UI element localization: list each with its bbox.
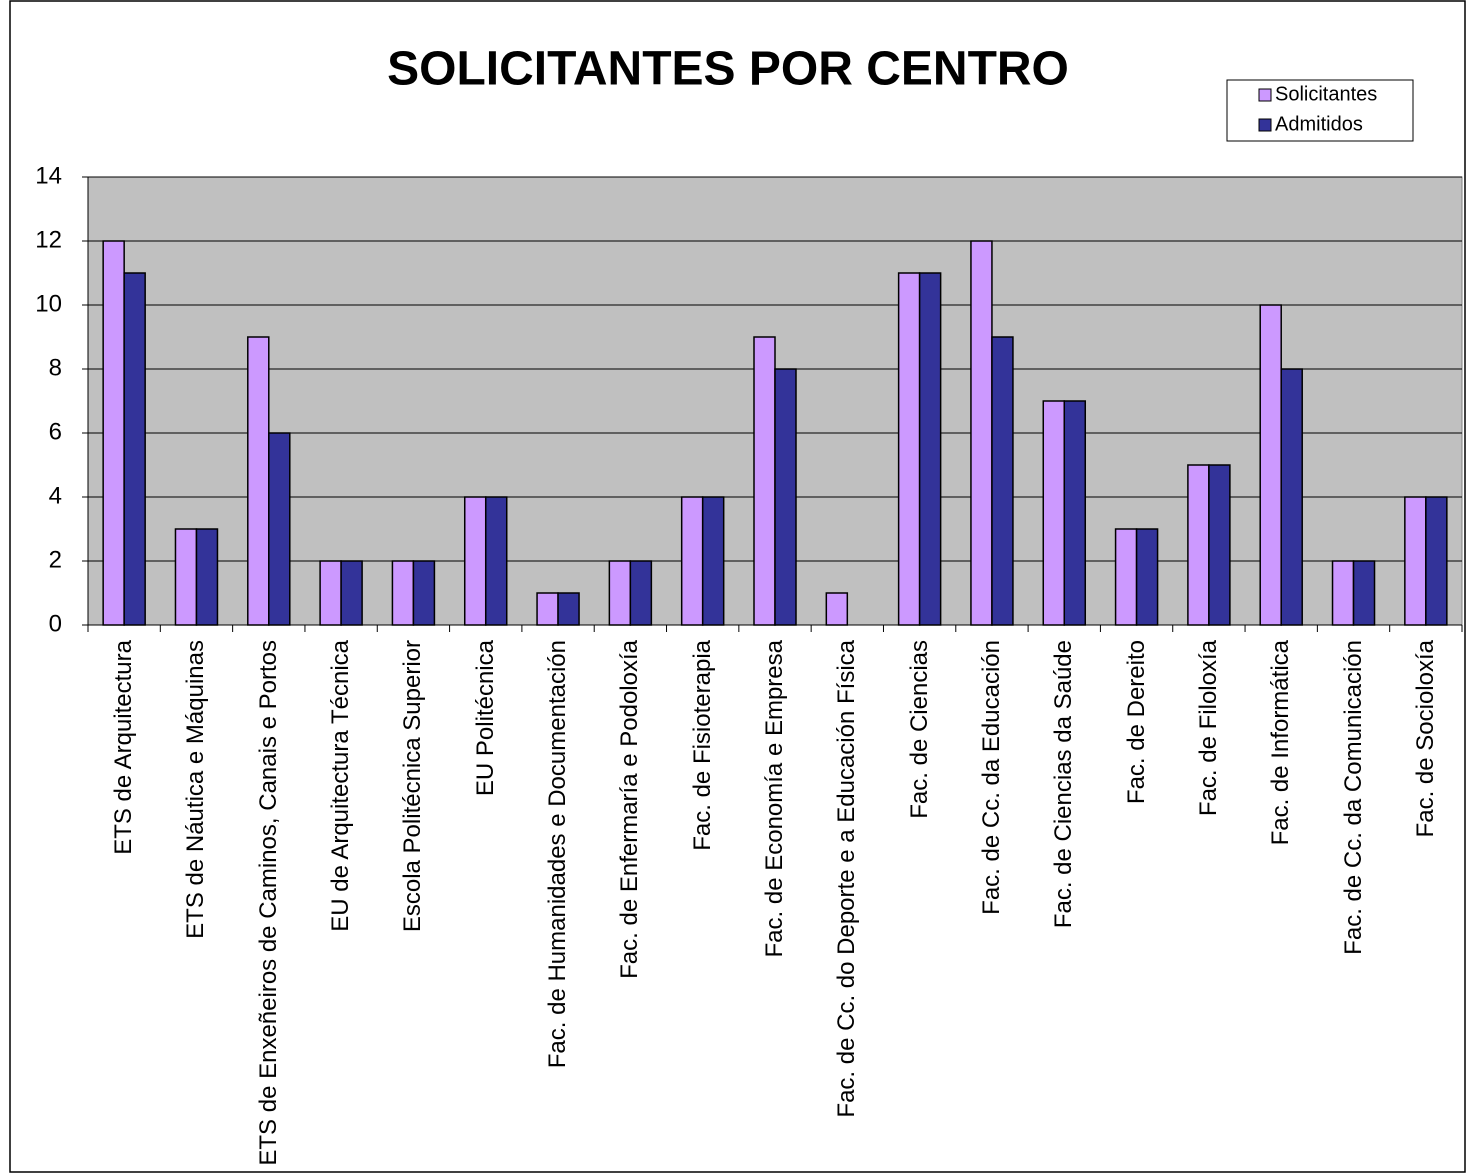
x-tick-label: Fac. de Ciencias: [905, 640, 933, 819]
bar: [536, 592, 559, 626]
bar: [1259, 304, 1282, 626]
y-tick-label: 8: [49, 354, 62, 381]
x-tick-label: Fac. de Cc. da Comunicación: [1339, 640, 1367, 955]
x-tick-label: Escola Politécnica Superior: [399, 640, 427, 933]
bar: [774, 368, 797, 626]
bar: [1063, 400, 1087, 626]
bar: [701, 496, 725, 626]
x-tick-label: Fac. de Enfermaría e Podoloxía: [616, 640, 644, 979]
x-tick-label: Fac. de Filoloxía: [1194, 640, 1222, 817]
x-tick-label: Fac. de Informática: [1267, 640, 1295, 846]
bar: [1114, 528, 1138, 626]
bar: [391, 560, 415, 626]
bar: [1404, 496, 1427, 626]
bar: [680, 496, 704, 626]
x-tick-label: Fac. de Ciencias da Saúde: [1050, 640, 1078, 929]
bar: [825, 592, 849, 626]
bar: [897, 272, 921, 626]
bar: [102, 240, 125, 626]
bar: [557, 592, 580, 626]
x-tick-label: Fac. de Economía e Empresa: [761, 640, 788, 958]
bar: [1352, 560, 1376, 626]
bar: [753, 336, 776, 626]
bar: [1135, 528, 1159, 626]
x-tick-label: EU de Arquitectura Técnica: [327, 640, 355, 932]
legend-label: Admitidos: [1275, 113, 1363, 135]
bar: [412, 560, 436, 626]
x-tick-label: Fac. de Cc. do Deporte e a Educación Fís…: [833, 640, 861, 1118]
chart-title: SOLICITANTES POR CENTRO: [387, 43, 1069, 96]
x-tick-label: EU Politécnica: [471, 640, 499, 797]
bar: [174, 528, 198, 626]
y-tick-label: 6: [49, 418, 62, 445]
y-tick-label: 14: [35, 162, 62, 189]
x-tick-label: ETS de Náutica e Máquinas: [182, 640, 210, 939]
bar: [608, 560, 632, 626]
bar: [463, 496, 487, 626]
bar: [268, 432, 291, 626]
bar: [1331, 560, 1355, 626]
bar: [1187, 464, 1210, 626]
bar: [195, 528, 219, 626]
bar: [629, 560, 653, 626]
legend-box: [1226, 79, 1414, 142]
y-tick-label: 10: [35, 290, 62, 317]
y-tick-label: 0: [49, 610, 62, 637]
bar: [970, 240, 993, 626]
bar: [1280, 368, 1303, 626]
y-tick-label: 4: [49, 482, 62, 509]
y-tick-label: 2: [49, 546, 62, 573]
x-tick-label: ETS de Enxeñeiros de Caminos, Canais e P…: [254, 640, 282, 1166]
bar: [918, 272, 942, 626]
bar: [1208, 464, 1231, 626]
x-tick-label: Fac. de Humanidades e Documentación: [544, 640, 572, 1069]
bar: [247, 336, 270, 626]
x-tick-label: Fac. de Dereito: [1122, 640, 1150, 805]
bar: [123, 272, 146, 626]
bar: [1425, 496, 1448, 626]
x-tick-label: ETS de Arquitectura: [110, 640, 138, 855]
x-tick-label: Fac. de Cc. da Educación: [977, 640, 1005, 915]
x-tick-label: Fac. de Fisioterapia: [688, 640, 716, 851]
bar: [319, 560, 342, 626]
legend-swatch: [1258, 88, 1272, 102]
x-tick-label: Fac. de Socioloxía: [1411, 640, 1439, 838]
bar: [340, 560, 363, 626]
legend-label: Solicitantes: [1275, 83, 1377, 105]
y-tick-label: 12: [35, 226, 62, 253]
bar: [1042, 400, 1066, 626]
bar: [484, 496, 508, 626]
legend-swatch: [1258, 118, 1272, 132]
bar: [991, 336, 1014, 626]
